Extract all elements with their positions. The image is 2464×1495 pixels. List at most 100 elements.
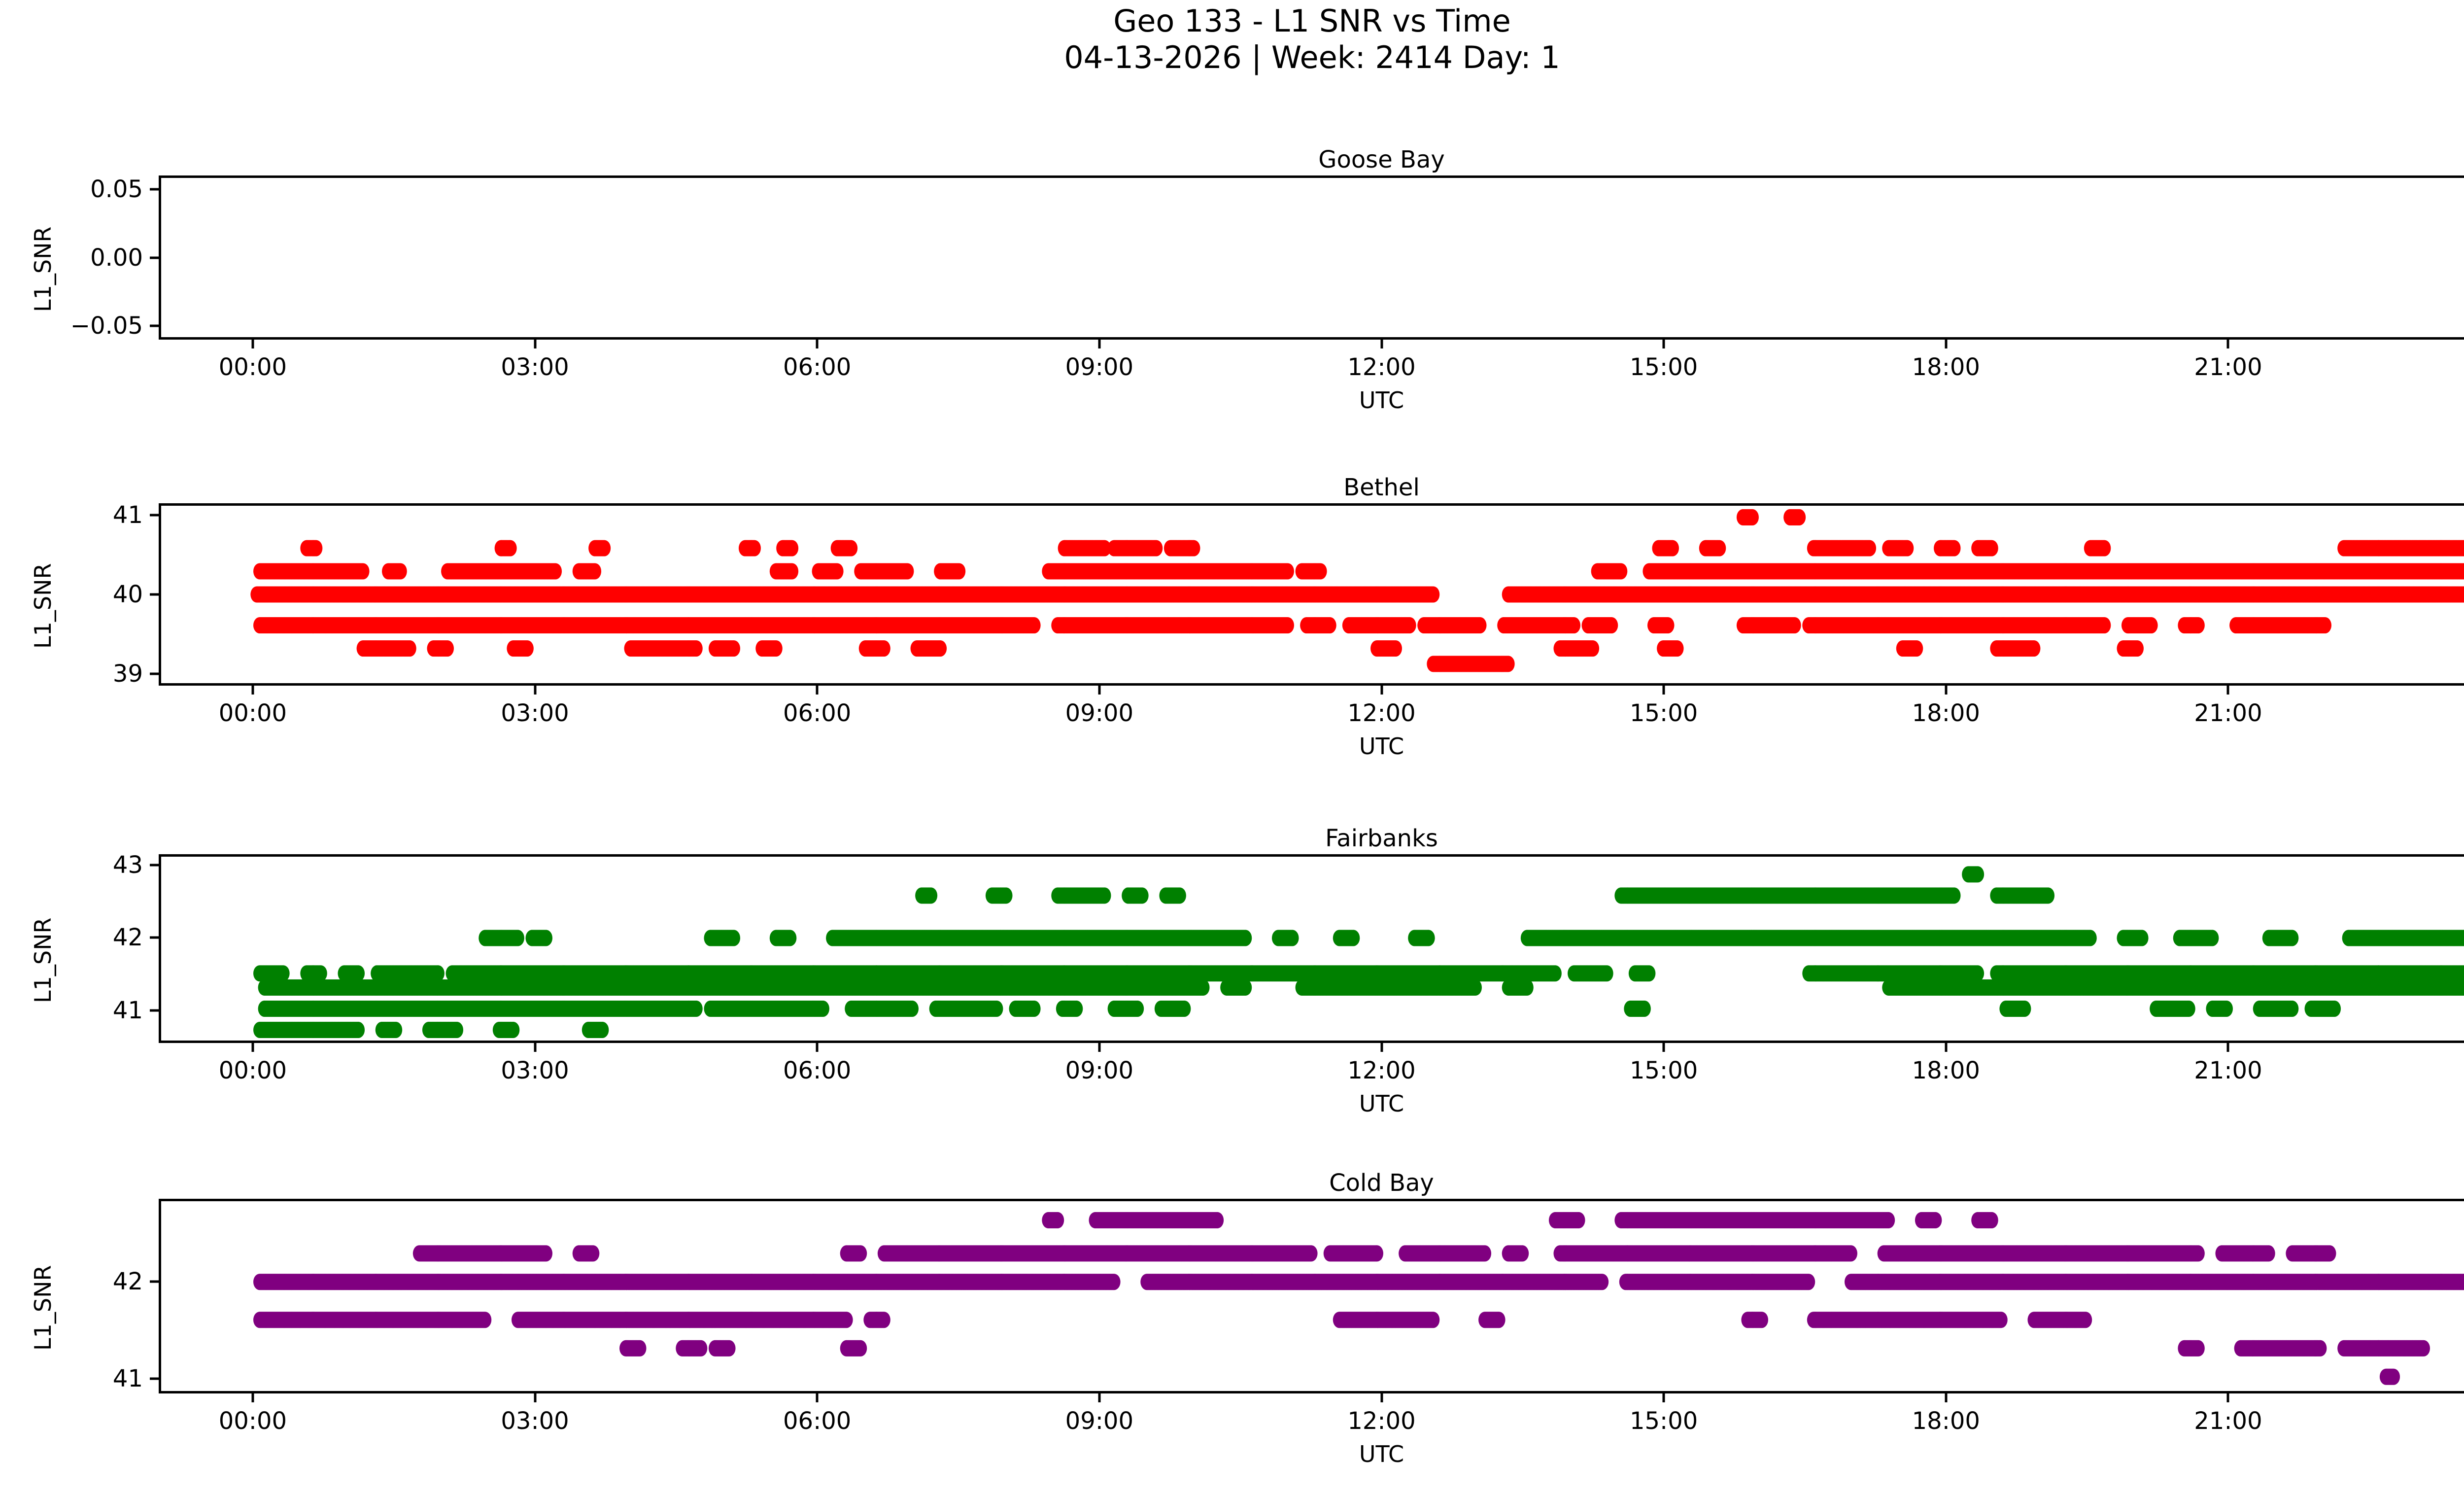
series-level-41.5	[253, 965, 2464, 982]
x-tick-mark	[251, 340, 254, 348]
x-tick-label: 00:00	[2436, 699, 2464, 727]
plot-area[interactable]	[159, 1199, 2464, 1393]
scatter-layer	[253, 866, 2464, 1039]
series-level-39.1	[1427, 656, 1515, 672]
x-tick-mark	[816, 686, 819, 695]
x-tick-mark	[1098, 686, 1101, 695]
x-tick-label: 21:00	[2194, 1057, 2262, 1084]
series-level-39.3	[356, 640, 2144, 657]
x-tick-mark	[1945, 340, 1948, 348]
plot-area[interactable]	[159, 175, 2464, 340]
x-tick-mark	[1380, 1043, 1383, 1052]
series-level-41.3	[619, 1340, 2430, 1356]
y-tick-mark	[150, 188, 159, 191]
plot-area[interactable]	[159, 503, 2464, 686]
y-tick-label: 41	[112, 996, 143, 1024]
x-tick-mark	[1662, 1043, 1665, 1052]
subplot-bethel: Bethel 39 40 41 L1_SNR 00:00 03:00 06:00 09:00 12…	[30, 475, 2464, 760]
scatter-layer	[161, 178, 2464, 337]
x-tick-mark	[534, 340, 537, 348]
y-tick-mark	[150, 672, 159, 675]
y-tick-label: 0.05	[90, 175, 143, 203]
x-tick-label: 18:00	[1912, 1057, 1980, 1084]
x-tick-mark	[2226, 1393, 2229, 1402]
x-tick-mark	[1380, 340, 1383, 348]
x-tick-label: 03:00	[501, 1407, 569, 1435]
x-axis-label: UTC	[1359, 1090, 1404, 1117]
subplot-title: Cold Bay	[1329, 1169, 1434, 1197]
series-level-40.7	[253, 1021, 609, 1039]
x-tick-mark	[816, 340, 819, 348]
series-level-42	[253, 1274, 2464, 1290]
series-level-41	[2379, 1368, 2400, 1385]
scatter-layer	[253, 1212, 2464, 1385]
x-tick-mark	[251, 1043, 254, 1052]
series-level-41	[258, 1000, 2341, 1017]
x-tick-label: 00:00	[2436, 1057, 2464, 1084]
series-level-41.6	[253, 1312, 2092, 1328]
x-tick-mark	[534, 1393, 537, 1402]
x-tick-mark	[534, 1043, 537, 1052]
y-axis-label: L1_SNR	[30, 563, 56, 649]
x-tick-label: 12:00	[1347, 1407, 1416, 1435]
plot-area[interactable]	[159, 854, 2464, 1043]
x-tick-mark	[1945, 1393, 1948, 1402]
x-tick-label: 00:00	[218, 699, 287, 727]
x-tick-label: 03:00	[501, 353, 569, 381]
figure-title-line-1: Geo 133 - L1 SNR vs Time	[1113, 3, 1511, 39]
x-tick-mark	[251, 1393, 254, 1402]
y-axis-label: L1_SNR	[30, 1265, 56, 1351]
x-tick-mark	[251, 686, 254, 695]
x-tick-label: 09:00	[1065, 699, 1133, 727]
x-axis-label: UTC	[1359, 733, 1404, 760]
x-tick-label: 06:00	[783, 1407, 852, 1435]
y-tick-label: −0.05	[70, 312, 143, 340]
x-tick-mark	[1945, 1043, 1948, 1052]
x-tick-label: 15:00	[1629, 353, 1698, 381]
series-level-42.6	[915, 887, 2055, 904]
series-level-42.65	[1042, 1212, 1998, 1229]
subplot-title: Fairbanks	[1325, 825, 1438, 852]
x-axis-label: UTC	[1359, 387, 1404, 414]
x-tick-mark	[1945, 686, 1948, 695]
x-tick-mark	[1098, 340, 1101, 348]
y-tick-label: 42	[112, 924, 143, 952]
series-level-40	[250, 586, 2464, 603]
x-tick-mark	[2226, 340, 2229, 348]
y-tick-label: 42	[112, 1267, 143, 1295]
x-tick-mark	[1662, 340, 1665, 348]
x-tick-mark	[1662, 686, 1665, 695]
x-tick-mark	[1098, 1393, 1101, 1402]
y-tick-mark	[150, 593, 159, 596]
x-tick-label: 00:00	[2436, 1407, 2464, 1435]
x-axis-label: UTC	[1359, 1441, 1404, 1467]
series-level-39.6	[253, 617, 2332, 634]
figure-title: Geo 133 - L1 SNR vs Time 04-13-2026 | We…	[0, 3, 2464, 76]
y-tick-mark	[150, 1377, 159, 1380]
x-tick-mark	[816, 1043, 819, 1052]
y-tick-mark	[150, 256, 159, 259]
series-level-42.3	[412, 1245, 2336, 1262]
x-tick-label: 00:00	[2436, 353, 2464, 381]
x-tick-label: 18:00	[1912, 353, 1980, 381]
subplot-goose-bay: Goose Bay −0.05 0.00 0.05 L1_SNR 00:00 03:00 06…	[30, 147, 2464, 414]
subplot-title: Goose Bay	[1318, 146, 1445, 174]
figure-title-line-2: 04-13-2026 | Week: 2414 Day: 1	[1064, 39, 1560, 75]
series-level-41.3	[258, 979, 2464, 996]
x-tick-label: 18:00	[1912, 699, 1980, 727]
x-tick-label: 15:00	[1629, 699, 1698, 727]
series-level-41	[1736, 509, 1806, 525]
y-tick-label: 41	[112, 501, 143, 529]
x-tick-label: 09:00	[1065, 1407, 1133, 1435]
x-tick-mark	[1662, 1393, 1665, 1402]
y-tick-mark	[150, 514, 159, 517]
y-tick-mark	[150, 324, 159, 327]
x-tick-mark	[534, 686, 537, 695]
x-tick-label: 03:00	[501, 699, 569, 727]
series-level-40.6	[300, 540, 2464, 556]
x-tick-mark	[2226, 1043, 2229, 1052]
x-tick-label: 21:00	[2194, 353, 2262, 381]
x-tick-label: 21:00	[2194, 1407, 2262, 1435]
subplot-cold-bay: Cold Bay 41 42 L1_SNR 00:00 03:00 06:00 09:00 12…	[30, 1170, 2464, 1467]
y-tick-label: 43	[112, 851, 143, 879]
